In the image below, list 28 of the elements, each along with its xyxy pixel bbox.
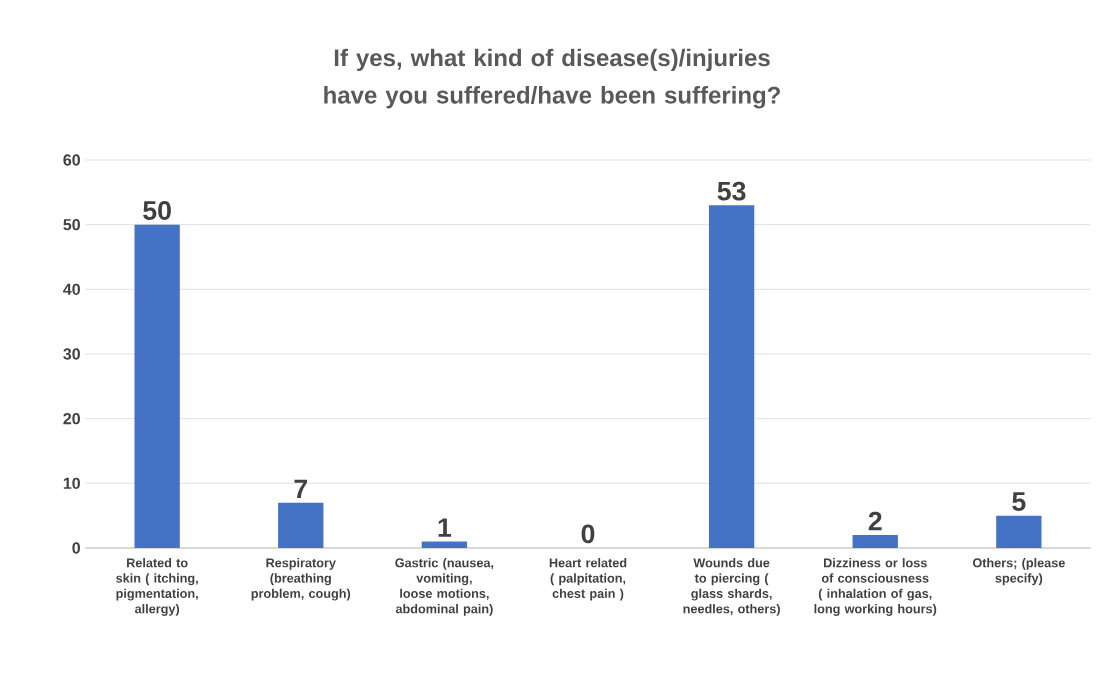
data-label: 5: [1012, 492, 1026, 511]
x-tick-label: Related to skin ( itching, pigmentation, allergy): [116, 558, 198, 616]
data-label: 1: [438, 518, 452, 537]
bar: [708, 205, 755, 548]
bar: [134, 224, 180, 548]
y-tick-label: 60: [63, 154, 80, 166]
y-tick-label: 0: [72, 542, 80, 554]
y-tick-label: 20: [63, 413, 80, 425]
data-label: 0: [581, 524, 595, 544]
data-label: 53: [717, 181, 746, 201]
bar: [421, 541, 468, 548]
data-label: 2: [868, 511, 882, 531]
bar: [852, 535, 898, 548]
x-tick-label: Gastric (nausea, vomiting, loose motions, abdominal pain): [395, 558, 494, 616]
x-tick-label: Wounds due to piercing ( glass shards, needles, others): [683, 558, 780, 616]
x-tick-label: Dizziness or loss of consciousness ( inhalation of gas, long working hours): [814, 558, 937, 616]
y-tick-label: 30: [63, 348, 80, 360]
x-tick-label: Respiratory (breathing problem, cough): [251, 558, 351, 601]
data-label: 50: [143, 201, 171, 220]
chart-title: If yes, what kind of disease(s)/injuries have you suffered/have been suffering?: [324, 48, 780, 109]
y-tick-label: 50: [63, 219, 80, 231]
bar: [996, 515, 1042, 548]
y-tick-label: 10: [63, 477, 80, 489]
data-label: 7: [294, 479, 307, 499]
x-tick-label: Heart related ( palpitation, chest pain ): [549, 558, 627, 601]
bar: [278, 502, 324, 548]
y-tick-label: 40: [63, 283, 80, 295]
x-tick-label: Others; (please specify): [972, 558, 1065, 586]
